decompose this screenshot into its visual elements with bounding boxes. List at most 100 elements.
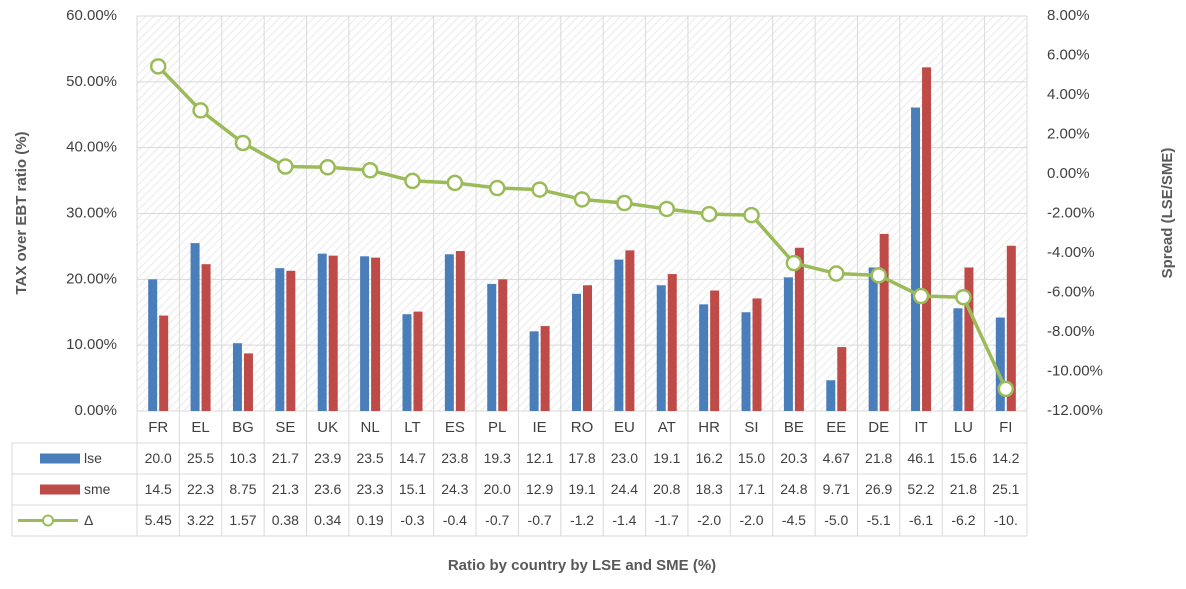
table-value: 26.9 bbox=[865, 481, 892, 497]
legend-label: sme bbox=[84, 481, 111, 497]
table-value: 9.71 bbox=[823, 481, 850, 497]
table-value: -2.0 bbox=[739, 512, 763, 528]
line-marker bbox=[828, 265, 845, 282]
bar bbox=[868, 267, 878, 411]
bar bbox=[879, 233, 889, 411]
table-value: 24.3 bbox=[441, 481, 468, 497]
table-value: 4.67 bbox=[823, 450, 850, 466]
bar bbox=[752, 298, 762, 411]
table-value: -0.3 bbox=[400, 512, 424, 528]
table-value: 20.0 bbox=[484, 481, 511, 497]
y-tick-label: 10.00% bbox=[66, 336, 117, 353]
line-marker bbox=[573, 191, 591, 208]
x-tick-label: RO bbox=[571, 419, 594, 436]
x-tick-label: FR bbox=[148, 419, 168, 436]
table-value: 12.1 bbox=[526, 450, 553, 466]
line-marker bbox=[277, 158, 294, 175]
bar bbox=[572, 293, 581, 411]
bar bbox=[540, 326, 550, 411]
table-value: 15.1 bbox=[399, 481, 426, 497]
line-marker bbox=[997, 380, 1015, 398]
x-tick-label: FI bbox=[999, 419, 1012, 436]
line-marker bbox=[743, 206, 760, 224]
bar bbox=[275, 268, 285, 411]
y2-tick-label: -10.00% bbox=[1047, 362, 1103, 379]
bar bbox=[455, 251, 465, 411]
x-tick-label: LT bbox=[404, 419, 420, 436]
bar bbox=[656, 285, 666, 411]
y-tick-label: 40.00% bbox=[66, 139, 117, 156]
bar bbox=[444, 254, 454, 411]
table-value: 23.0 bbox=[611, 450, 638, 466]
line-marker bbox=[404, 172, 421, 190]
x-tick-label: LU bbox=[954, 419, 973, 436]
table-value: 46.1 bbox=[907, 450, 934, 466]
table-value: 14.2 bbox=[992, 450, 1019, 466]
bar bbox=[614, 259, 624, 411]
table-value: 15.6 bbox=[950, 450, 977, 466]
x-tick-label: NL bbox=[361, 419, 380, 436]
bar bbox=[953, 308, 963, 411]
bar bbox=[487, 283, 497, 411]
table-value: 5.45 bbox=[145, 512, 172, 528]
line-marker bbox=[446, 174, 464, 192]
table-value: 22.3 bbox=[187, 481, 214, 497]
bar bbox=[148, 279, 158, 411]
legend-swatch bbox=[40, 453, 80, 464]
line-marker bbox=[658, 200, 676, 218]
table-value: -1.4 bbox=[612, 512, 636, 528]
bar bbox=[911, 107, 921, 411]
legend-label: Δ bbox=[84, 512, 93, 528]
bar bbox=[741, 312, 751, 411]
bar bbox=[159, 315, 169, 411]
x-tick-label: EU bbox=[614, 419, 635, 436]
table-value: 25.5 bbox=[187, 450, 214, 466]
bar bbox=[243, 353, 253, 411]
line-marker bbox=[955, 288, 972, 306]
y-tick-label: 30.00% bbox=[66, 204, 117, 221]
table-value: 1.57 bbox=[229, 512, 256, 528]
table-value: 0.38 bbox=[272, 512, 299, 528]
bar bbox=[371, 257, 381, 411]
y2-tick-label: 2.00% bbox=[1047, 125, 1090, 142]
table-value: 12.9 bbox=[526, 481, 553, 497]
bar bbox=[922, 67, 932, 411]
table-value: 14.5 bbox=[145, 481, 172, 497]
y-tick-label: 20.00% bbox=[66, 270, 117, 287]
table-value: 24.8 bbox=[780, 481, 807, 497]
x-tick-label: IE bbox=[533, 419, 547, 436]
x-tick-label: PL bbox=[488, 419, 506, 436]
x-axis-title: Ratio by country by LSE and SME (%) bbox=[448, 557, 716, 574]
table-value: 15.0 bbox=[738, 450, 765, 466]
table-value: 21.8 bbox=[950, 481, 977, 497]
table-value: 21.3 bbox=[272, 481, 299, 497]
x-tick-label: HR bbox=[698, 419, 720, 436]
table-value: -1.2 bbox=[570, 512, 594, 528]
legend-label: lse bbox=[84, 450, 102, 466]
table-value: -10. bbox=[994, 512, 1018, 528]
table-value: 19.1 bbox=[653, 450, 680, 466]
table-value: -5.1 bbox=[867, 512, 891, 528]
table-value: -6.1 bbox=[909, 512, 933, 528]
table-value: 21.7 bbox=[272, 450, 299, 466]
table-value: 19.1 bbox=[568, 481, 595, 497]
line-marker bbox=[785, 254, 803, 272]
line-marker bbox=[192, 102, 209, 119]
table-value: -1.7 bbox=[655, 512, 679, 528]
table-value: -5.0 bbox=[824, 512, 848, 528]
bar bbox=[232, 343, 242, 411]
y2-tick-label: -8.00% bbox=[1047, 323, 1095, 340]
x-tick-label: SI bbox=[744, 419, 758, 436]
x-tick-label: EL bbox=[191, 419, 209, 436]
table-value: 0.19 bbox=[356, 512, 383, 528]
table-value: 3.22 bbox=[187, 512, 214, 528]
bar bbox=[667, 274, 677, 411]
legend-swatch bbox=[40, 484, 80, 495]
table-value: 16.2 bbox=[696, 450, 723, 466]
y-tick-label: 50.00% bbox=[66, 73, 117, 90]
bar bbox=[625, 250, 635, 411]
x-tick-label: BG bbox=[232, 419, 254, 436]
bar bbox=[413, 311, 423, 411]
y2-tick-label: -2.00% bbox=[1047, 204, 1095, 221]
y2-tick-label: 4.00% bbox=[1047, 86, 1090, 103]
